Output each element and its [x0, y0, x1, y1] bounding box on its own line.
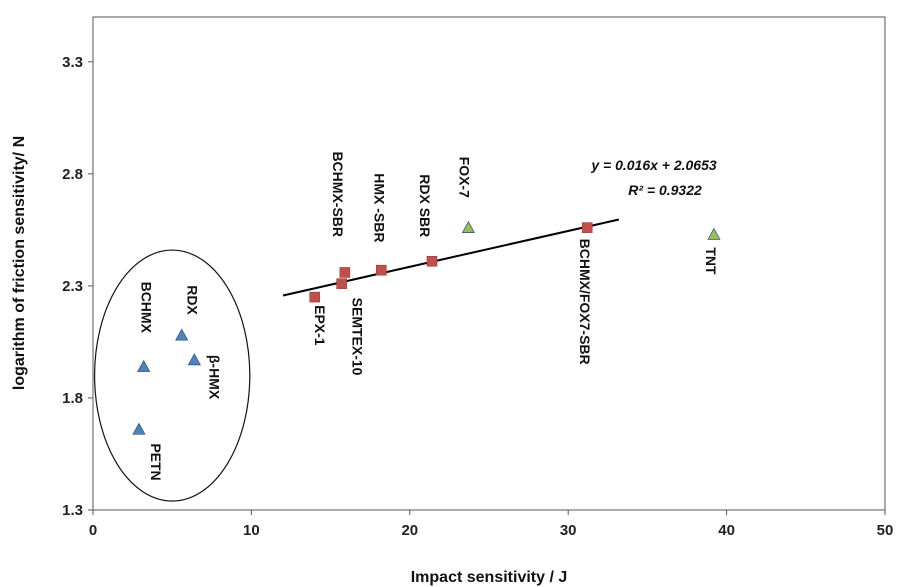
x-tick-label: 50 [877, 522, 894, 539]
square-marker [581, 222, 593, 233]
data-points [132, 220, 721, 435]
y-tick-label: 1.8 [62, 390, 83, 407]
x-tick-label: 40 [718, 522, 735, 539]
trendline-r2: R² = 0.9322 [628, 182, 702, 198]
annotation-layer [93, 249, 251, 502]
cluster-ellipse [93, 249, 251, 502]
y-tick-label: 2.8 [62, 166, 83, 183]
point-label: RDX SBR [417, 174, 433, 237]
point-label: BCHMX-SBR [330, 151, 346, 237]
point-label: FOX-7 [456, 157, 472, 198]
point-label: BCHMX [139, 282, 155, 334]
triangle-marker [187, 353, 201, 366]
point-label: SEMTEX-10 [350, 298, 366, 376]
square-marker [309, 291, 321, 303]
point-labels: BCHMX RDX β-HMX PETN EPX-1 SEMTEX-10 BCHMX-SBR… [139, 151, 719, 480]
triangle-marker [707, 227, 721, 240]
point-label: RDX [185, 285, 201, 315]
square-marker [339, 267, 351, 278]
point-label: EPX-1 [312, 305, 328, 346]
triangle-marker [132, 422, 146, 435]
point-label: TNT [703, 247, 719, 275]
point-label: PETN [148, 443, 164, 480]
point-label: β-HMX [206, 355, 222, 400]
y-tick-label: 3.3 [62, 54, 83, 71]
x-tick-label: 30 [560, 522, 577, 539]
point-label: BCHMX/FOX7-SBR [577, 239, 593, 365]
x-axis-title: Impact sensitivity / J [411, 569, 568, 586]
triangle-marker [137, 359, 151, 372]
triangle-marker [461, 220, 475, 233]
x-tick-label: 10 [243, 522, 260, 539]
y-tick-label: 2.3 [62, 278, 83, 295]
point-label: HMX -SBR [371, 173, 387, 242]
square-marker [336, 278, 347, 289]
axis-ticks: 0 10 20 30 40 50 1.3 1.8 2.3 2.8 3.3 [62, 54, 893, 539]
x-tick-label: 20 [401, 522, 418, 539]
plot-frame [92, 16, 886, 511]
y-tick-label: 1.3 [62, 502, 83, 519]
square-marker [426, 255, 438, 267]
y-axis-title: logarithm of friction sensitivity/ N [11, 136, 28, 390]
triangle-marker [175, 328, 189, 341]
x-tick-label: 0 [89, 522, 97, 539]
square-marker [375, 264, 387, 276]
trendline-equation: y = 0.016x + 2.0653 [590, 157, 717, 173]
